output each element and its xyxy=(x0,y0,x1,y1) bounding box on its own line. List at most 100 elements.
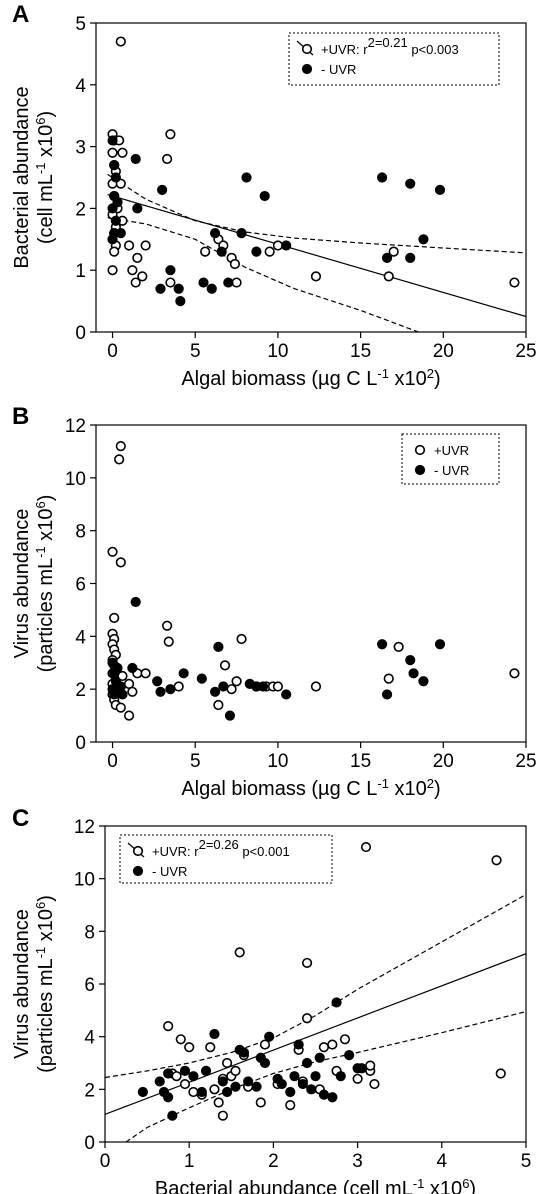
x-tick-label: 5 xyxy=(190,341,201,362)
x-tick-label: 0 xyxy=(107,751,118,772)
point-minus-uvr xyxy=(178,668,189,679)
point-plus-uvr xyxy=(107,147,118,158)
point-plus-uvr xyxy=(140,668,151,679)
y-tick-label: 8 xyxy=(84,922,95,943)
x-tick-label: 3 xyxy=(352,1151,363,1172)
y-tick-label: 4 xyxy=(75,627,86,648)
legend: +UVR: r2=0.21 p<0.003 - UVR xyxy=(288,32,500,86)
point-plus-uvr xyxy=(272,240,284,251)
point-minus-uvr xyxy=(163,1092,174,1103)
point-plus-uvr xyxy=(117,147,128,158)
point-minus-uvr xyxy=(251,246,262,257)
point-minus-uvr xyxy=(289,1071,300,1082)
point-minus-uvr xyxy=(335,1071,346,1082)
x-tick-label: 5 xyxy=(521,1151,532,1172)
point-plus-uvr xyxy=(109,246,120,257)
point-minus-uvr xyxy=(238,1047,250,1058)
point-plus-uvr xyxy=(310,681,322,692)
point-plus-uvr xyxy=(217,1110,228,1121)
point-minus-uvr xyxy=(137,1086,148,1098)
point-plus-uvr xyxy=(491,855,502,866)
y-axis-label: Virus abundance (particles mL-1 x106) xyxy=(11,495,57,673)
point-plus-uvr xyxy=(393,641,404,653)
point-minus-uvr xyxy=(297,1078,308,1090)
point-plus-uvr xyxy=(115,557,126,568)
point-plus-uvr xyxy=(163,636,174,647)
point-minus-uvr xyxy=(157,184,168,195)
point-plus-uvr xyxy=(115,702,126,713)
point-plus-uvr xyxy=(301,957,313,969)
point-minus-uvr xyxy=(154,1076,165,1087)
point-minus-uvr xyxy=(209,228,221,239)
point-minus-uvr xyxy=(236,228,247,239)
point-minus-uvr xyxy=(251,1081,262,1092)
point-plus-uvr xyxy=(231,676,242,687)
point-minus-uvr xyxy=(217,1076,228,1087)
legend-box xyxy=(119,834,333,884)
panel-letter: B xyxy=(12,403,29,430)
legend-label: +UVR xyxy=(434,443,469,458)
point-plus-uvr xyxy=(205,1042,216,1053)
y-tick-label: 10 xyxy=(74,870,95,891)
point-minus-uvr xyxy=(259,1057,271,1069)
panel-A: A 0 5 10 15 20 25 0 1 2 3 4 5 Algal biomass (µg C L-1… xyxy=(11,1,537,390)
point-minus-uvr xyxy=(331,997,342,1008)
point-minus-uvr xyxy=(377,172,388,183)
point-minus-uvr xyxy=(175,296,186,307)
point-plus-uvr xyxy=(360,841,372,853)
point-minus-uvr xyxy=(418,676,429,687)
x-tick-label: 0 xyxy=(107,341,118,362)
point-minus-uvr xyxy=(179,1065,191,1076)
legend-label: +UVR: r2=0.26 p<0.001 xyxy=(152,837,290,860)
x-tick-label: 25 xyxy=(515,341,536,362)
x-tick-label: 5 xyxy=(190,751,201,772)
point-minus-uvr xyxy=(188,1071,199,1082)
legend-box xyxy=(288,32,500,86)
panel-B: B 0 5 10 15 20 25 0 2 4 6 8 10 12 Algal biomass (µg C … xyxy=(11,403,537,800)
y-tick-label: 0 xyxy=(75,733,86,754)
y-tick-label: 4 xyxy=(75,76,86,97)
svg-text:(particles mL-1 x106): (particles mL-1 x106) xyxy=(33,895,58,1073)
point-plus-uvr xyxy=(327,1039,338,1050)
y-tick-label: 6 xyxy=(75,575,86,596)
y-tick-label: 0 xyxy=(75,323,86,344)
y-tick-label: 3 xyxy=(75,138,86,159)
point-plus-uvr xyxy=(123,710,135,721)
svg-text:Bacterial abundance: Bacterial abundance xyxy=(11,86,33,268)
point-minus-uvr xyxy=(115,228,126,239)
point-minus-uvr xyxy=(196,673,207,684)
point-plus-uvr xyxy=(188,1086,199,1098)
point-plus-uvr xyxy=(352,1073,363,1084)
point-minus-uvr xyxy=(165,265,176,276)
point-plus-uvr xyxy=(114,454,125,465)
confidence-band-lower xyxy=(107,217,419,332)
y-tick-label: 0 xyxy=(84,1133,95,1154)
point-plus-uvr xyxy=(127,686,138,697)
point-minus-uvr xyxy=(310,1071,321,1082)
point-plus-uvr xyxy=(229,258,241,270)
y-tick-label: 2 xyxy=(75,680,86,701)
point-minus-uvr xyxy=(167,1110,178,1121)
point-minus-uvr xyxy=(241,172,252,183)
point-plus-uvr xyxy=(213,699,224,711)
x-tick-label: 10 xyxy=(267,751,288,772)
x-axis-label: Bacterial abundance (cell mL-1 x106) xyxy=(155,1176,476,1194)
legend-box xyxy=(401,433,500,485)
point-plus-uvr xyxy=(200,246,211,257)
point-plus-uvr xyxy=(259,1039,271,1050)
point-minus-uvr xyxy=(327,1092,338,1103)
point-minus-uvr xyxy=(276,1078,287,1090)
point-plus-uvr xyxy=(171,1071,182,1082)
point-plus-uvr xyxy=(163,1021,174,1032)
point-minus-uvr xyxy=(216,246,227,257)
legend-filled-marker xyxy=(132,865,144,877)
point-plus-uvr xyxy=(115,441,126,452)
point-minus-uvr xyxy=(418,234,429,245)
x-axis-label: Algal biomass (µg C L-1 x102) xyxy=(181,366,440,391)
point-minus-uvr xyxy=(434,639,446,650)
point-plus-uvr xyxy=(509,668,520,679)
panel-letter: A xyxy=(12,1,29,28)
point-minus-uvr xyxy=(107,135,118,146)
point-minus-uvr xyxy=(224,710,236,721)
data-layer xyxy=(107,441,520,721)
